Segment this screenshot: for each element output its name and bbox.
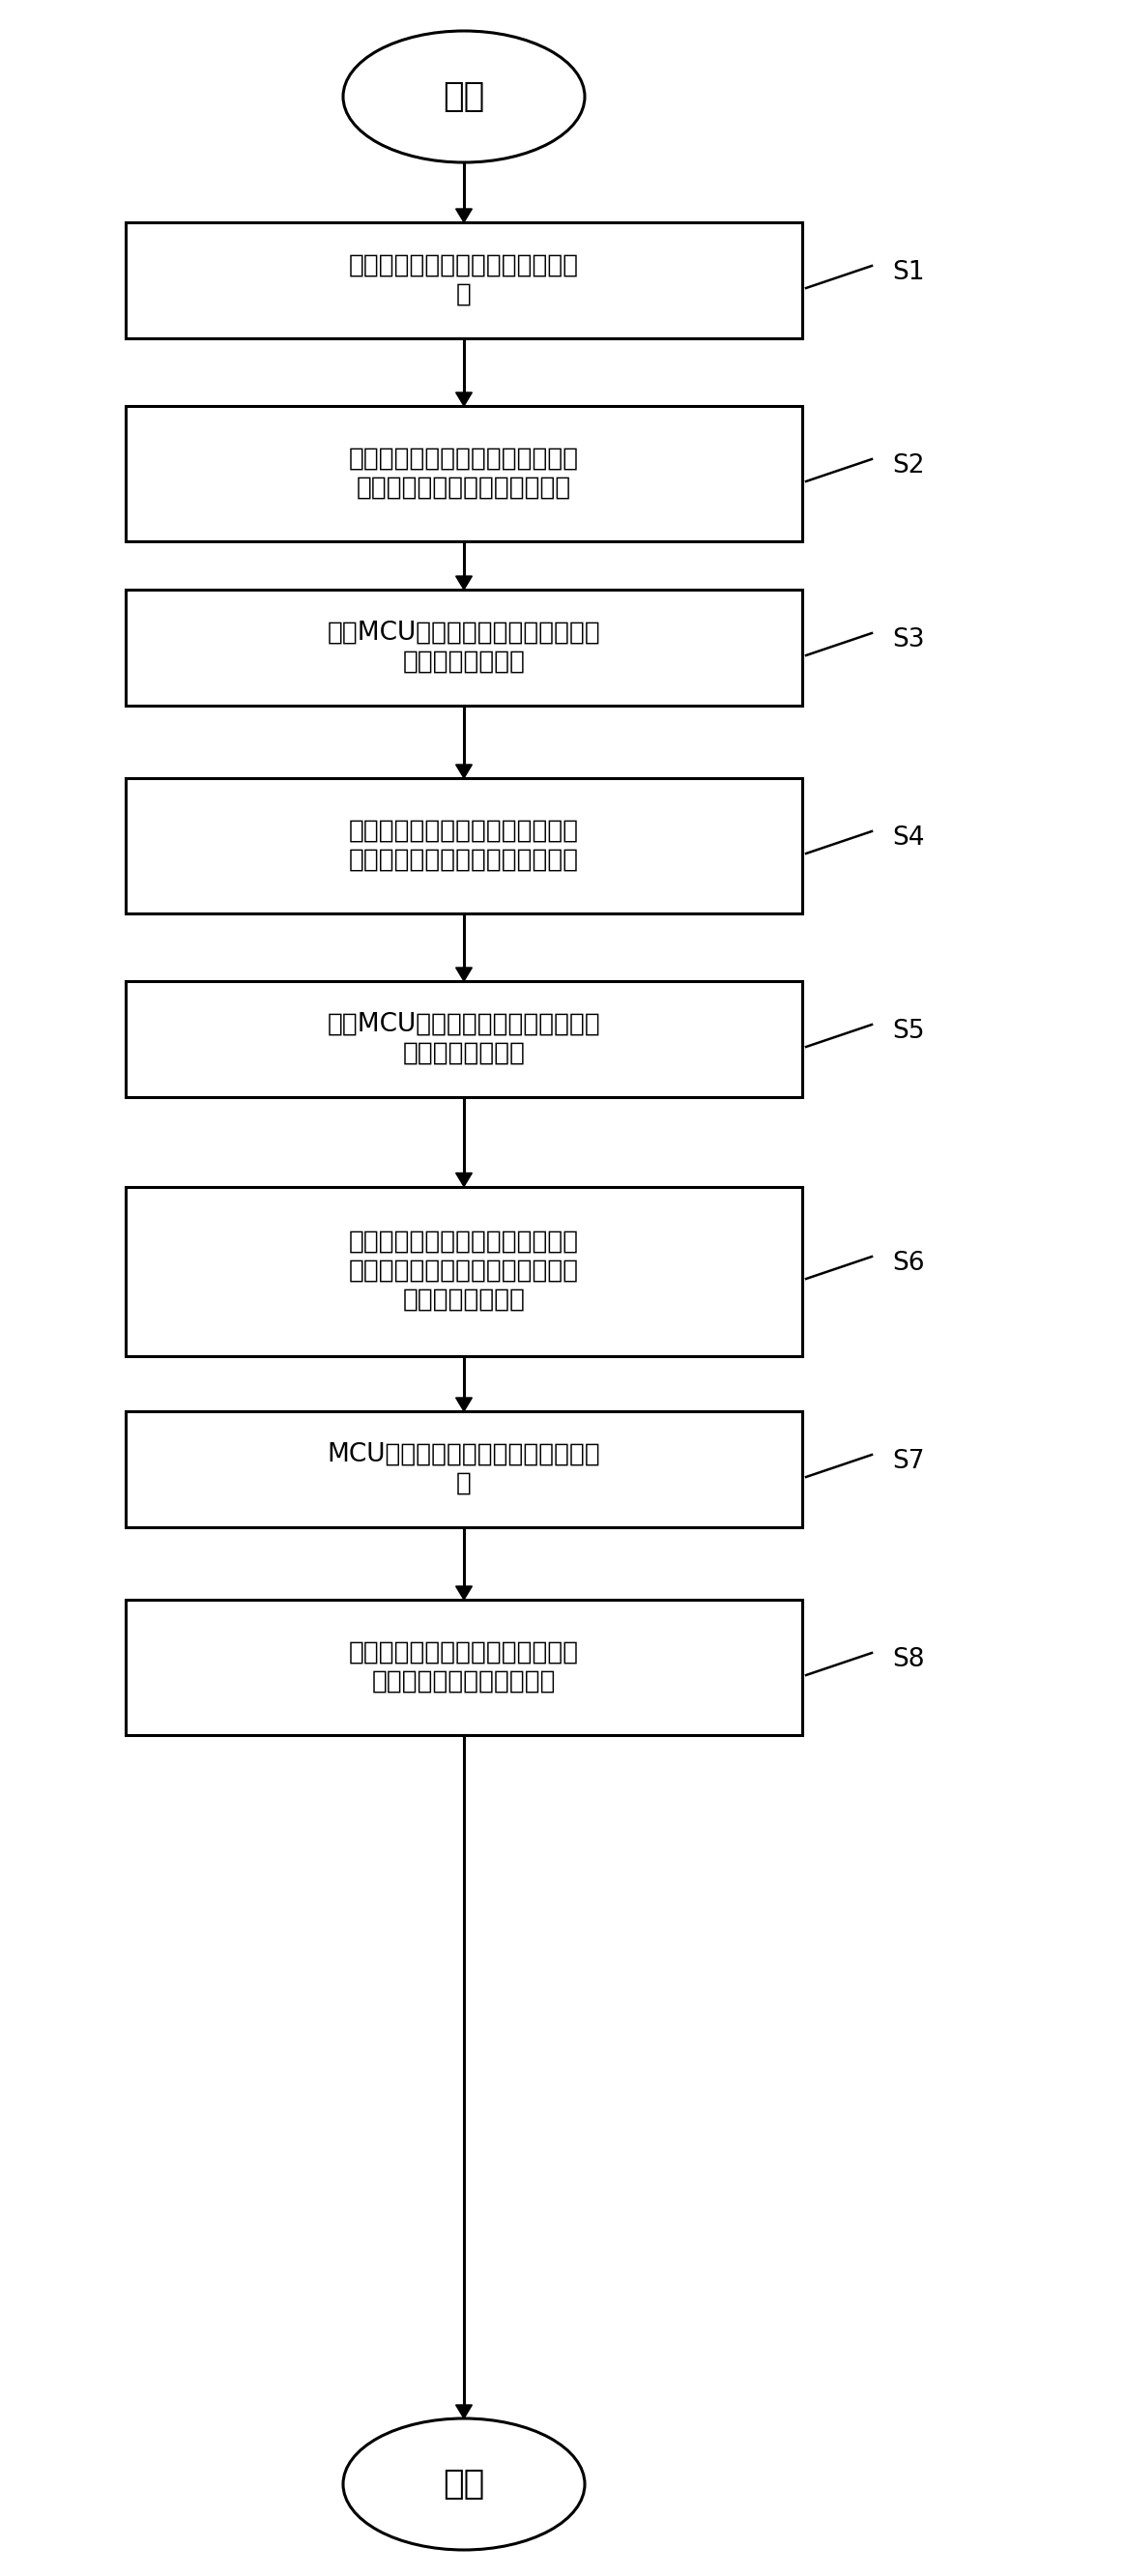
Polygon shape bbox=[456, 2406, 472, 2419]
Text: 配置驱动器的偏置电流和调制电流
值: 配置驱动器的偏置电流和调制电流 值 bbox=[349, 252, 579, 307]
Text: 调整MCU对驱动器的调制电流，使各
通道的消光比一致: 调整MCU对驱动器的调制电流，使各 通道的消光比一致 bbox=[328, 1012, 600, 1066]
Text: S7: S7 bbox=[892, 1448, 924, 1473]
Polygon shape bbox=[456, 577, 472, 590]
Polygon shape bbox=[456, 1172, 472, 1188]
Text: MCU的嵌入式程序更新为实际运行程
序: MCU的嵌入式程序更新为实际运行程 序 bbox=[328, 1443, 600, 1497]
Text: 调整MCU对驱动器的偏置电流，使各
通道的光功率一致: 调整MCU对驱动器的偏置电流，使各 通道的光功率一致 bbox=[328, 621, 600, 675]
Text: 利用温度传感器采集驱动器的温度
值并根据温度值查找线性表: 利用温度传感器采集驱动器的温度 值并根据温度值查找线性表 bbox=[349, 1641, 579, 1695]
Polygon shape bbox=[456, 392, 472, 407]
Bar bbox=[126, 222, 802, 337]
Text: S3: S3 bbox=[892, 629, 924, 652]
Polygon shape bbox=[456, 969, 472, 981]
Polygon shape bbox=[456, 1587, 472, 1600]
Polygon shape bbox=[456, 1399, 472, 1412]
Bar bbox=[126, 407, 802, 541]
Text: S8: S8 bbox=[892, 1646, 924, 1672]
Ellipse shape bbox=[343, 2419, 584, 2550]
Polygon shape bbox=[456, 765, 472, 778]
Text: S1: S1 bbox=[892, 260, 924, 286]
Text: S4: S4 bbox=[892, 824, 924, 850]
Text: S5: S5 bbox=[892, 1018, 924, 1043]
Text: 开始: 开始 bbox=[443, 80, 485, 113]
Bar bbox=[126, 1600, 802, 1736]
Text: 将发射多通道连接到取样示波器并
开启误码仪向各通道发送差分信号: 将发射多通道连接到取样示波器并 开启误码仪向各通道发送差分信号 bbox=[349, 819, 579, 873]
Polygon shape bbox=[456, 209, 472, 222]
Bar bbox=[126, 981, 802, 1097]
Bar bbox=[126, 778, 802, 914]
Bar bbox=[126, 1188, 802, 1355]
Text: S2: S2 bbox=[892, 453, 924, 479]
Text: 在全温情况下记录各温度段驱动器
的偏置电流值和调制电流值并按照
线性表的方式记录: 在全温情况下记录各温度段驱动器 的偏置电流值和调制电流值并按照 线性表的方式记录 bbox=[349, 1229, 579, 1314]
Text: S6: S6 bbox=[892, 1252, 924, 1275]
Bar bbox=[126, 590, 802, 706]
Ellipse shape bbox=[343, 31, 584, 162]
Bar bbox=[126, 1412, 802, 1528]
Text: 结束: 结束 bbox=[443, 2468, 485, 2501]
Text: 将发射多通道连接到多通道光功率
计，检测发射各多通道的光功率: 将发射多通道连接到多通道光功率 计，检测发射各多通道的光功率 bbox=[349, 446, 579, 500]
